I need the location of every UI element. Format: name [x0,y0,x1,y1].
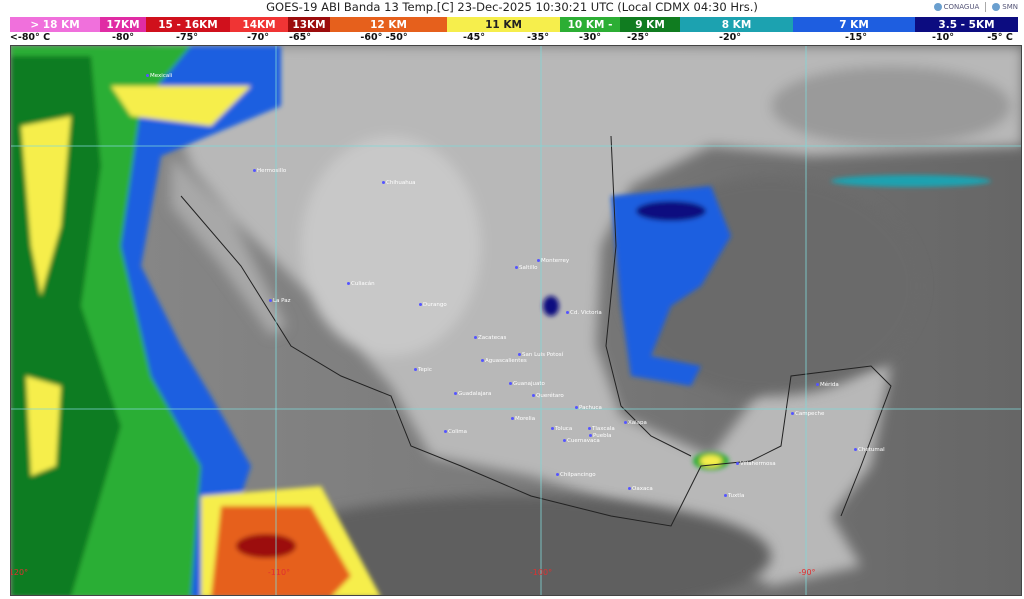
city-label: Querétaro [532,393,564,399]
temperature-label: -5° C [987,32,1013,43]
temperature-label: -65° [289,32,311,43]
cloud-tops [11,46,991,595]
city-label: Zacatecas [474,335,506,341]
city-label: Xalapa [624,420,647,426]
city-label: Campeche [791,411,824,417]
temperature-label: -60° -50° [360,32,408,43]
temperature-label: -20° [719,32,741,43]
city-label: Cd. Victoria [566,310,602,316]
longitude-label: -100° [529,568,553,577]
city-label: Culiacán [347,281,375,287]
land-mass [151,46,1021,586]
temperature-label: -80° [112,32,134,43]
city-label: Tepic [414,367,432,373]
legend-segment: 10 KM - [560,17,620,32]
legend-segment: 3.5 - 5KM [915,17,1018,32]
city-label: Aguascalientes [481,358,527,364]
temperature-label: -45° [463,32,485,43]
lat-lon-grid [11,46,1021,595]
gulf-coastline [605,135,692,457]
city-label: Tlaxcala [588,426,615,432]
smn-icon [992,3,1001,11]
temperature-label: -15° [845,32,867,43]
temperature-label: -70° [247,32,269,43]
smn-logo: SMN [992,3,1018,11]
city-label: Monterrey [537,258,569,264]
legend-segment: 12 KM [330,17,447,32]
longitude-label: -120° [11,568,29,577]
city-label: Guanajuato [509,381,545,387]
city-label: Saltillo [515,265,538,271]
city-label: Tuxtla [724,493,744,499]
temperature-label: -25° [627,32,649,43]
city-label: Mérida [816,382,839,388]
legend-segment: 13KM [288,17,330,32]
conagua-icon [933,3,942,11]
conagua-logo: CONAGUA [933,3,979,11]
legend-segment: 8 KM [680,17,793,32]
logo-divider [985,2,987,12]
legend-segment: 11 KM [447,17,560,32]
legend-segment: > 18 KM [10,17,100,32]
longitude-label: -90° [798,568,816,577]
legend-segment: 14KM [230,17,288,32]
temperature-label: -10° [932,32,954,43]
city-label: Morelia [511,416,535,422]
legend-segment: 17KM [100,17,146,32]
longitude-label: -110° [267,568,291,577]
city-label: Oaxaca [628,486,653,492]
temperature-scale: <-80° C -80° -75° -70° -65° -60° -50° -45° -35°… [0,32,1024,45]
city-label: Chilpancingo [556,472,596,478]
city-label: Pachuca [575,405,602,411]
city-label: Colima [444,429,467,435]
city-label: Chihuahua [382,180,416,186]
satellite-map: Mexicali Hermosillo Chihuahua Culiacán La Pa… [10,45,1022,596]
city-label: Puebla [589,433,611,439]
satellite-imagery [11,46,1021,595]
temperature-label: <-80° C [9,32,51,43]
logos: CONAGUA SMN [933,2,1018,12]
city-label: Guadalajara [454,391,491,397]
legend-segment: 9 KM [620,17,680,32]
city-label: Villahermosa [736,461,776,467]
temperature-label: -75° [176,32,198,43]
city-label: Mexicali [146,73,172,79]
legend-segment: 15 - 16KM [146,17,230,32]
city-label: La Paz [269,298,291,304]
city-label: Cuernavaca [563,438,600,444]
city-label: Chetumal [854,447,885,453]
temperature-label: -30° [579,32,601,43]
image-title: GOES-19 ABI Banda 13 Temp.[C] 23-Dec-202… [266,0,758,14]
color-legend: > 18 KM 17KM 15 - 16KM 14KM 13KM 12 KM 11 KM 10… [10,17,1018,32]
city-label: Toluca [551,426,572,432]
temperature-label: -35° [527,32,549,43]
city-label: Durango [419,302,447,308]
coastline [180,195,892,527]
city-label: San Luis Potosí [518,352,563,358]
legend-segment: 7 KM [793,17,915,32]
city-label: Hermosillo [253,168,286,174]
